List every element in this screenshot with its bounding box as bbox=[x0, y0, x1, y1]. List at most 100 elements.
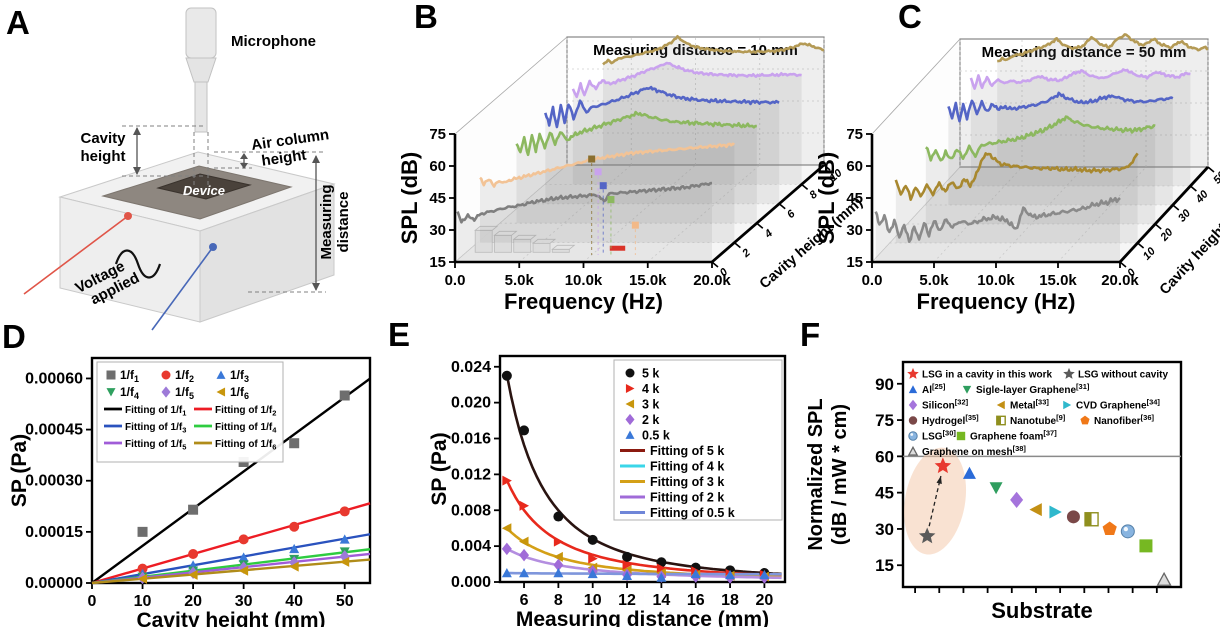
legend-fit-label: Fitting of 1/f3 bbox=[125, 422, 186, 435]
data-point-4 k bbox=[622, 559, 633, 570]
series-fill-6 mm bbox=[545, 87, 780, 204]
z-tick bbox=[1137, 242, 1145, 249]
y-tick-label: 30 bbox=[846, 222, 863, 239]
measuring-distance-label: Measuring distance bbox=[318, 184, 352, 259]
arrowhead bbox=[240, 153, 248, 159]
y-tick-label: 0.004 bbox=[451, 538, 491, 555]
chart-e-sp-vs-measuring-distance: 6 8 10 12 14 16 18 20 0.000 0.004 0.008 0.012 0.016 0… bbox=[428, 354, 787, 627]
x-tick-label: 10.0k bbox=[977, 272, 1015, 289]
y-tick-label: 30 bbox=[429, 222, 446, 239]
data-point-0.5 k bbox=[725, 569, 736, 580]
device-label: Device bbox=[183, 183, 225, 198]
legend-marker bbox=[625, 413, 635, 426]
z-tick bbox=[756, 222, 764, 229]
x-axis-title: Substrate bbox=[991, 598, 1092, 623]
legend-box bbox=[96, 361, 284, 463]
legend-label: 3 k bbox=[642, 398, 659, 412]
chart-d-sp-vs-cavity-height: 0 10 20 30 40 50 0.00000 0.00015 0.00030 0.00045 0… bbox=[8, 356, 372, 627]
y-axis-title-line1: Normalized SPL bbox=[805, 398, 827, 550]
y-tick-label: 15 bbox=[846, 254, 863, 271]
y-tick-label: 45 bbox=[875, 484, 894, 503]
legend-marker bbox=[625, 399, 635, 409]
data-point-1f3 bbox=[289, 543, 300, 554]
z-tick bbox=[711, 261, 719, 268]
legend-fit-label: Fitting of 5 k bbox=[650, 444, 724, 458]
y-tick-label: 60 bbox=[429, 158, 446, 175]
legend-label: LSG without cavity bbox=[1078, 370, 1168, 381]
positive-lead-wire bbox=[23, 215, 129, 295]
z-tick-label: 50 bbox=[1211, 169, 1220, 187]
arrowhead bbox=[133, 167, 141, 175]
legend-label: Nanotube[9] bbox=[1010, 413, 1066, 427]
z-tick bbox=[1172, 204, 1180, 211]
substrate-point-sigle-layer-graphene bbox=[989, 482, 1003, 495]
series-curve-4 mm bbox=[515, 110, 757, 157]
y-axis-title: SPL (dB) bbox=[397, 152, 422, 244]
box-front-right-face bbox=[199, 183, 335, 323]
microphone-neck bbox=[185, 57, 217, 83]
x-tick-label: 15.0k bbox=[629, 272, 667, 289]
legend-fit-label: Fitting of 1/f5 bbox=[125, 439, 186, 452]
z-tick bbox=[801, 183, 809, 191]
substrate-point-graphene-on-mesh bbox=[1156, 571, 1172, 586]
x-tick-label: 6 bbox=[520, 592, 529, 609]
substrate-point-metal bbox=[1029, 503, 1042, 517]
z-tick bbox=[823, 164, 831, 171]
series-curve-0 mm bbox=[456, 181, 713, 224]
panel-label-d: D bbox=[2, 318, 26, 355]
legend-label: Al[25] bbox=[922, 382, 946, 396]
x-tick-label: 16 bbox=[687, 592, 705, 609]
legend-marker bbox=[908, 416, 918, 425]
legend-label: Hydrogel[35] bbox=[922, 413, 979, 427]
data-point-2 k bbox=[553, 558, 564, 572]
series-curve-2 mm bbox=[479, 142, 735, 188]
highlight-ellipse bbox=[904, 447, 967, 555]
floor-grid bbox=[995, 166, 1085, 263]
arrowhead bbox=[312, 155, 320, 163]
legend-marker bbox=[106, 370, 116, 380]
air-column-label: Air column height bbox=[250, 126, 330, 169]
x-tick-label: 0 bbox=[88, 593, 97, 610]
x-tick-label: 5.0k bbox=[505, 272, 535, 289]
legend-fit-label: Fitting of 1/f1 bbox=[125, 405, 186, 418]
data-point-1f2 bbox=[188, 549, 199, 560]
legend-label: Graphene on mesh[38] bbox=[922, 444, 1026, 458]
legend-label: LSG in a cavity in this work bbox=[922, 370, 1052, 381]
data-point-0.5 k bbox=[759, 569, 770, 580]
x-tick-label: 14 bbox=[652, 592, 670, 609]
trend-arrow-line bbox=[928, 475, 942, 527]
panel-label-c: C bbox=[898, 0, 922, 35]
z-axis bbox=[711, 163, 825, 264]
fit-curve-0.5 k bbox=[506, 571, 782, 576]
y-axis-title: SPL (dB) bbox=[814, 152, 839, 244]
y-tick-label: 75 bbox=[875, 411, 894, 430]
data-point-1f1 bbox=[339, 390, 350, 401]
series-fill-2 mm bbox=[479, 143, 735, 243]
cavity-model-inset-top bbox=[493, 230, 518, 236]
y-tick-label: 45 bbox=[846, 190, 863, 207]
legend-label: 0.5 k bbox=[642, 429, 670, 443]
data-point-0.5 k bbox=[587, 568, 598, 579]
y-tick-label: 0.012 bbox=[451, 466, 491, 483]
substrate-point-silicon bbox=[1010, 491, 1024, 509]
floor-grid bbox=[933, 166, 1023, 263]
data-point-3 k bbox=[501, 523, 512, 534]
legend-marker bbox=[216, 387, 226, 397]
y-tick-label: 0.016 bbox=[451, 431, 491, 448]
data-point-1f3 bbox=[339, 534, 350, 544]
data-point-4 k bbox=[553, 536, 564, 547]
plot-title: Measuring distance = 50 mm bbox=[982, 44, 1187, 61]
peak-marker bbox=[599, 182, 607, 190]
z-tick bbox=[1119, 261, 1127, 268]
series-fill-4 mm bbox=[516, 112, 757, 224]
cavity-model-inset-top bbox=[474, 225, 499, 231]
data-point-3 k bbox=[553, 551, 563, 562]
substrate-point-nanofiber bbox=[1102, 521, 1117, 535]
microphone-body bbox=[185, 7, 217, 59]
data-point-1f6 bbox=[238, 565, 249, 576]
legend-label: 1/f4 bbox=[120, 385, 139, 401]
y-tick-label: 15 bbox=[429, 254, 446, 271]
data-point-1f2 bbox=[339, 506, 350, 517]
x-tick-label: 0.0 bbox=[445, 272, 466, 289]
